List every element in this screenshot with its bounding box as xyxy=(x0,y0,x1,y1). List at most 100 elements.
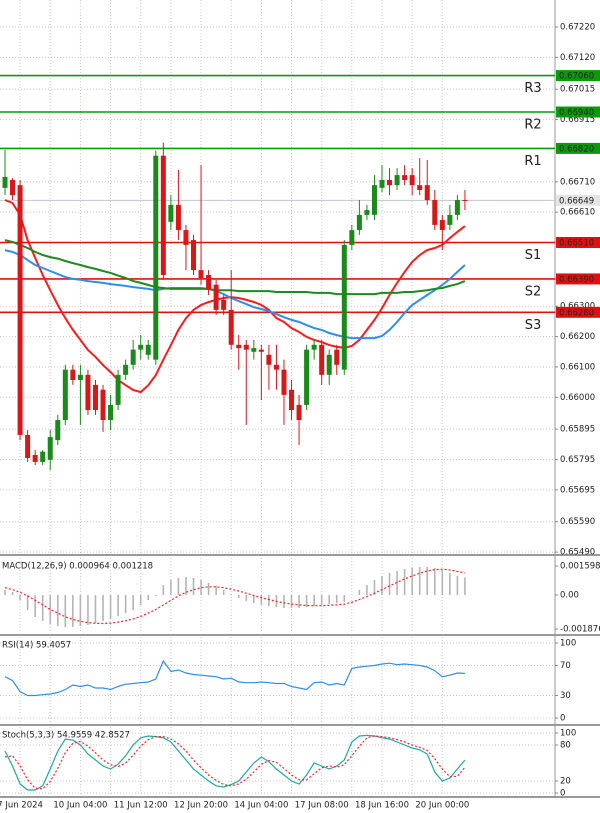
candle-body xyxy=(326,354,332,375)
moving-average xyxy=(4,239,466,296)
candle-body xyxy=(32,454,38,462)
y-tick-label: 0.00 xyxy=(560,591,579,601)
candle-body xyxy=(145,344,151,355)
level-name: R3 xyxy=(524,81,541,96)
level-name: S3 xyxy=(525,318,542,333)
level-price-box xyxy=(556,106,600,118)
indicator-line xyxy=(4,659,465,697)
y-tick-label: 0.66710 xyxy=(560,177,595,187)
candle-body xyxy=(296,404,302,421)
candle-body xyxy=(364,210,370,215)
y-tick-label: 70 xyxy=(560,661,571,671)
candle-body xyxy=(2,176,8,188)
candle-body xyxy=(92,384,98,411)
level-name: R2 xyxy=(524,117,541,132)
candle-body xyxy=(273,364,279,370)
last-price-label: 0.66649 xyxy=(559,196,594,206)
level-name: R1 xyxy=(524,154,541,169)
candle-body xyxy=(175,204,181,231)
candle-body xyxy=(228,309,234,345)
candle-body xyxy=(236,344,242,349)
level-price-box xyxy=(556,306,600,318)
moving-average xyxy=(4,199,466,394)
candle-body xyxy=(439,220,445,231)
candle-body xyxy=(341,244,347,370)
candle-body xyxy=(311,344,317,350)
level-name: S2 xyxy=(525,284,542,299)
candle-body xyxy=(206,274,212,290)
candle-body xyxy=(304,349,310,405)
level-price-label: 0.66390 xyxy=(559,275,594,285)
candle-body xyxy=(10,179,16,196)
y-tick-label: 0 xyxy=(560,713,565,723)
y-tick-label: 0.65590 xyxy=(560,517,595,527)
y-tick-label: -0.001876 xyxy=(560,625,600,635)
candle-body xyxy=(115,374,121,405)
candle-body xyxy=(40,451,46,462)
candle-body xyxy=(130,349,136,365)
candle-body xyxy=(17,185,23,435)
x-tick-label: 7 Jun 2024 xyxy=(0,801,43,811)
candle-body xyxy=(108,404,114,421)
candle-body xyxy=(138,344,144,350)
candle-body xyxy=(55,420,61,441)
level-name: S1 xyxy=(525,248,542,263)
y-tick-label: 20 xyxy=(560,777,571,787)
level-price-box xyxy=(556,70,600,82)
candle-body xyxy=(198,270,204,279)
candle-body xyxy=(289,389,295,411)
candle-body xyxy=(387,179,393,186)
candle-body xyxy=(62,369,68,421)
candle-body xyxy=(462,200,468,202)
candle-body xyxy=(153,155,159,360)
candle-body xyxy=(319,344,325,375)
x-tick-label: 17 Jun 08:00 xyxy=(295,801,349,811)
candle-body xyxy=(281,369,287,395)
y-tick-label: 100 xyxy=(560,638,576,648)
y-tick-label: 30 xyxy=(560,691,571,701)
y-tick-label: 0.66100 xyxy=(560,362,595,372)
indicator-line xyxy=(4,734,466,791)
candle-body xyxy=(447,214,453,225)
level-price-box xyxy=(556,142,600,154)
level-price-label: 0.67060 xyxy=(559,72,594,82)
candle-body xyxy=(243,344,249,350)
x-tick-label: 12 Jun 20:00 xyxy=(174,801,228,811)
x-tick-label: 14 Jun 04:00 xyxy=(234,801,288,811)
candle-body xyxy=(100,389,106,421)
y-tick-label: 0 xyxy=(560,789,565,799)
candle-body xyxy=(70,369,76,380)
level-price-label: 0.66510 xyxy=(559,239,594,249)
candle-body xyxy=(85,374,91,411)
candle-body xyxy=(123,364,129,375)
candle-body xyxy=(409,175,415,186)
y-tick-label: 0.67220 xyxy=(560,23,595,33)
candle-body xyxy=(25,434,31,459)
x-tick-label: 20 Jun 00:00 xyxy=(415,801,469,811)
candle-body xyxy=(160,155,166,275)
y-tick-label: 80 xyxy=(560,741,571,751)
candle-body xyxy=(168,204,174,222)
x-tick-label: 11 Jun 12:00 xyxy=(114,801,168,811)
y-tick-label: 0.67015 xyxy=(560,85,595,95)
candle-body xyxy=(266,354,272,365)
indicator-title: RSI(14) 59.4057 xyxy=(2,641,71,651)
level-price-label: 0.66280 xyxy=(559,308,594,318)
indicator-line xyxy=(4,568,466,625)
y-tick-label: 0.66300 xyxy=(560,302,595,312)
y-tick-label: 0.67120 xyxy=(560,53,595,63)
candle-body xyxy=(454,200,460,215)
indicator-title: Stoch(5,3,3) 54.9559 42.8527 xyxy=(2,731,130,741)
candle-body xyxy=(356,214,362,231)
candle-body xyxy=(417,185,423,190)
y-tick-label: 0.66200 xyxy=(560,332,595,342)
level-price-label: 0.66820 xyxy=(559,144,594,154)
y-tick-label: 0.66000 xyxy=(560,393,595,403)
candle-body xyxy=(402,175,408,180)
candle-body xyxy=(334,349,340,365)
y-tick-label: 0.65895 xyxy=(560,425,595,435)
last-price-box xyxy=(556,194,600,206)
candle-body xyxy=(77,374,83,380)
